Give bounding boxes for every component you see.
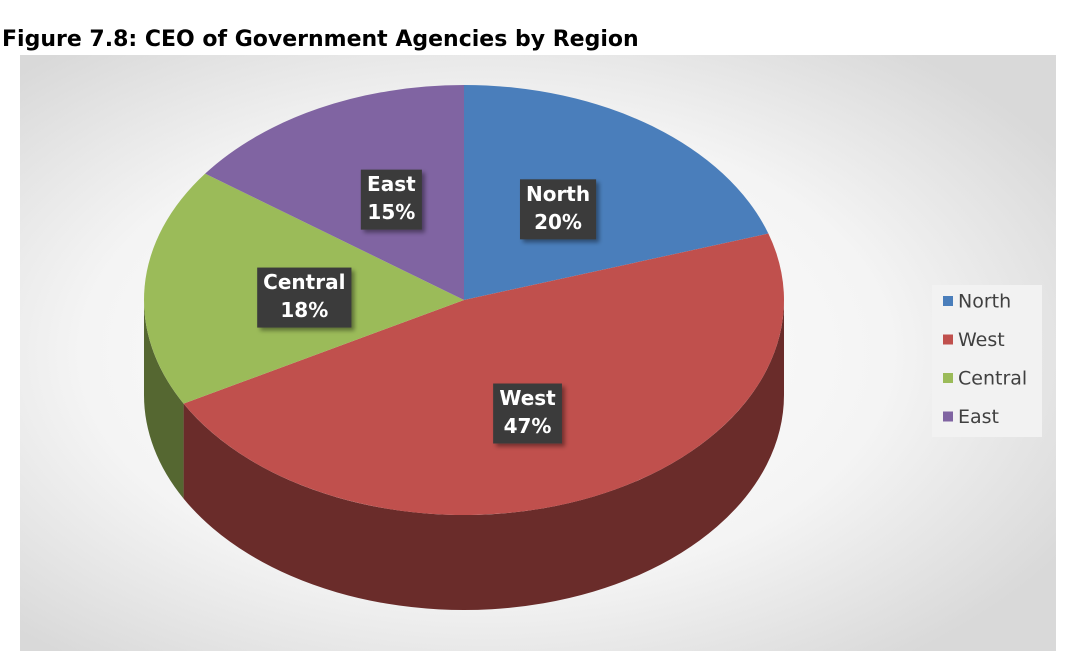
legend-label: North	[958, 291, 1011, 313]
legend-swatch	[943, 334, 953, 345]
data-label-box	[360, 169, 422, 230]
data-label-value: 15%	[367, 200, 415, 224]
data-label-name: West	[499, 386, 556, 410]
data-label-value: 20%	[534, 210, 582, 234]
legend-swatch	[943, 411, 953, 422]
data-label: North 20%	[519, 179, 597, 240]
legend-label: Central	[958, 368, 1027, 390]
data-label-box	[493, 383, 562, 444]
slice	[183, 233, 785, 516]
pie: North 20% West 47% Central 18% East 15%	[144, 84, 785, 611]
data-label: Central 18%	[257, 267, 352, 328]
slice-side	[183, 300, 785, 611]
data-label: West 47%	[493, 383, 562, 444]
legend-label: East	[958, 406, 999, 428]
slice-side	[144, 300, 184, 499]
legend-label: West	[958, 329, 1005, 351]
data-label-value: 18%	[280, 298, 328, 322]
data-label-box	[257, 267, 352, 328]
data-label-name: East	[367, 172, 416, 196]
slice	[205, 84, 464, 300]
data-label-name: North	[526, 182, 590, 206]
data-label: East 15%	[360, 169, 422, 230]
chart-title: Figure 7.8: CEO of Government Agencies b…	[2, 27, 639, 52]
legend-swatch	[943, 296, 953, 306]
legend-swatch	[943, 373, 953, 383]
legend: North West Central East	[943, 291, 1027, 428]
data-label-box	[519, 179, 597, 240]
slice	[464, 85, 769, 300]
data-label-name: Central	[263, 270, 345, 294]
data-label-value: 47%	[504, 414, 552, 438]
